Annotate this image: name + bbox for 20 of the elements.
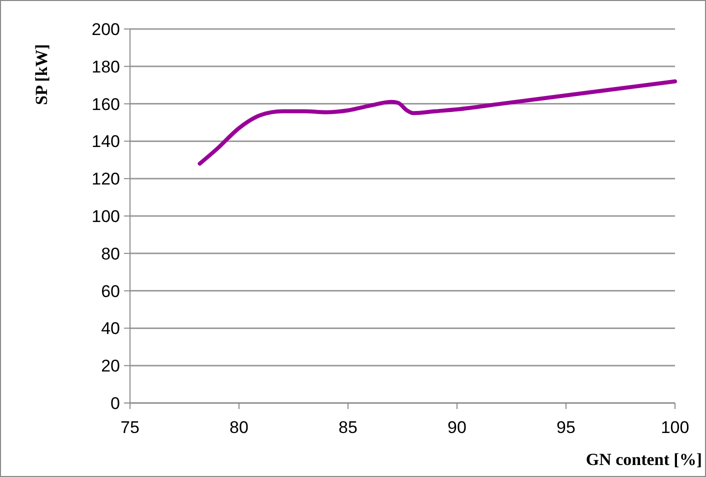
x-tick-label: 80 — [230, 418, 248, 437]
y-tick-label: 60 — [101, 282, 120, 301]
x-tick-label: 95 — [556, 418, 576, 437]
y-tick-label: 20 — [101, 356, 120, 376]
y-tick-label: 140 — [92, 132, 120, 152]
y-tick-label: 100 — [92, 206, 120, 226]
line-series — [198, 79, 677, 166]
y-tick-label: 80 — [101, 244, 120, 264]
y-tick-label: 0 — [110, 394, 120, 413]
y-tick-label: 200 — [92, 20, 120, 39]
y-tick-label: 160 — [92, 94, 120, 114]
x-tick-label: 100 — [660, 418, 690, 437]
y-tick-label: 120 — [92, 170, 120, 189]
x-tick-label: 75 — [120, 418, 140, 437]
x-tick-label: 85 — [338, 418, 358, 437]
x-tick-label: 90 — [448, 418, 466, 437]
y-tick-label: 180 — [92, 57, 120, 76]
y-tick-label: 40 — [101, 319, 120, 338]
y-axis-title: SP [kW] — [32, 44, 51, 105]
x-axis-title: GN content [%] — [586, 450, 702, 469]
